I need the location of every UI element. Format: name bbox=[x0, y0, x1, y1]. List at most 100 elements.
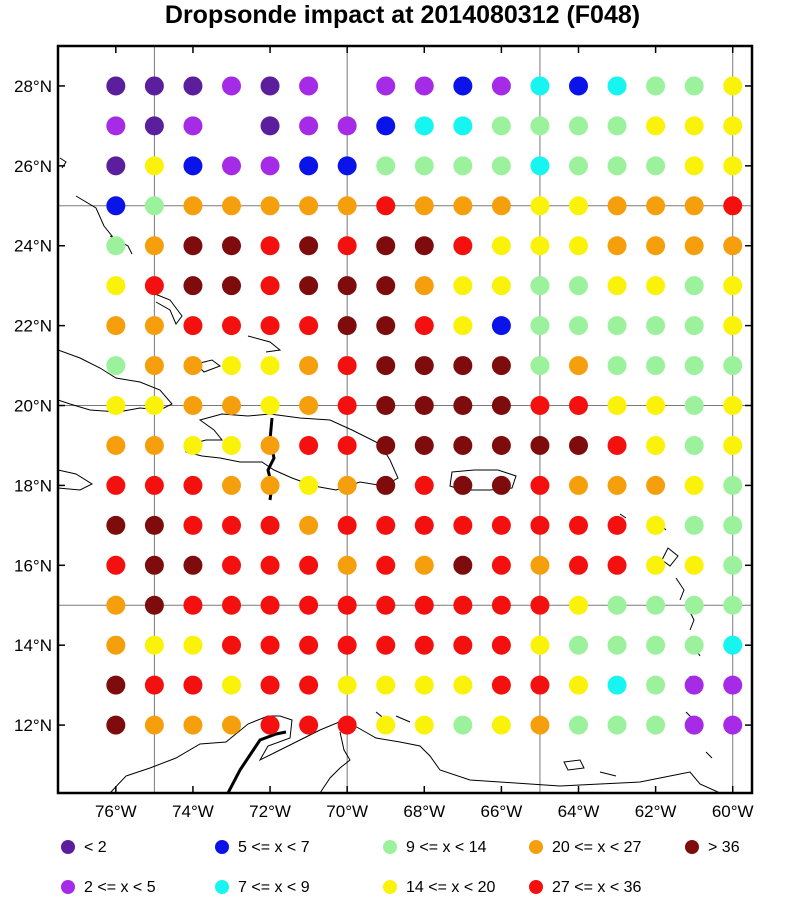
impact-point bbox=[414, 595, 434, 615]
impact-point bbox=[646, 316, 666, 336]
legend-swatch bbox=[529, 880, 543, 894]
impact-point bbox=[723, 356, 743, 376]
impact-point bbox=[607, 316, 627, 336]
impact-point bbox=[646, 236, 666, 256]
impact-point bbox=[723, 76, 743, 96]
impact-point bbox=[723, 316, 743, 336]
impact-point bbox=[337, 515, 357, 535]
impact-point bbox=[260, 356, 280, 376]
impact-point bbox=[723, 435, 743, 455]
impact-point bbox=[337, 635, 357, 655]
lon-tick-label: 76°W bbox=[95, 802, 137, 821]
impact-point bbox=[607, 236, 627, 256]
impact-point bbox=[607, 76, 627, 96]
impact-point bbox=[723, 675, 743, 695]
impact-point bbox=[414, 316, 434, 336]
impact-point bbox=[723, 196, 743, 216]
impact-point bbox=[569, 76, 588, 96]
impact-point bbox=[569, 316, 588, 336]
impact-point bbox=[144, 715, 164, 735]
impact-point bbox=[299, 156, 319, 176]
impact-point bbox=[569, 475, 588, 495]
impact-point bbox=[222, 316, 241, 336]
impact-point bbox=[414, 156, 434, 176]
impact-point bbox=[684, 356, 704, 376]
legend-label: 5 <= x < 7 bbox=[238, 839, 310, 856]
impact-point bbox=[491, 635, 511, 655]
impact-point bbox=[222, 595, 241, 615]
impact-point bbox=[607, 435, 627, 455]
impact-point bbox=[453, 475, 473, 495]
impact-point bbox=[337, 396, 357, 416]
impact-point bbox=[183, 475, 203, 495]
legend-swatch bbox=[383, 880, 397, 894]
impact-point bbox=[530, 396, 550, 416]
impact-point bbox=[569, 635, 588, 655]
impact-point bbox=[530, 475, 550, 495]
impact-point bbox=[453, 635, 473, 655]
impact-point bbox=[299, 196, 319, 216]
impact-point bbox=[183, 635, 203, 655]
dropsonde-impact-points bbox=[106, 76, 743, 735]
impact-point bbox=[684, 675, 704, 695]
impact-point bbox=[569, 515, 588, 535]
impact-point bbox=[414, 675, 434, 695]
impact-point bbox=[376, 316, 396, 336]
impact-point bbox=[183, 276, 203, 296]
impact-point bbox=[183, 156, 203, 176]
impact-point bbox=[646, 156, 666, 176]
legend-swatch bbox=[215, 840, 229, 854]
impact-point bbox=[530, 276, 550, 296]
impact-point bbox=[222, 356, 241, 376]
impact-point bbox=[530, 356, 550, 376]
impact-point bbox=[299, 475, 319, 495]
impact-point bbox=[646, 76, 666, 96]
impact-point bbox=[646, 356, 666, 376]
impact-point bbox=[684, 196, 704, 216]
impact-point bbox=[260, 555, 280, 575]
impact-point bbox=[646, 715, 666, 735]
impact-point bbox=[607, 635, 627, 655]
impact-point bbox=[260, 276, 280, 296]
impact-point bbox=[491, 555, 511, 575]
impact-point bbox=[106, 475, 126, 495]
impact-point bbox=[723, 236, 743, 256]
impact-point bbox=[607, 276, 627, 296]
impact-point bbox=[530, 196, 550, 216]
impact-point bbox=[414, 435, 434, 455]
impact-point bbox=[144, 475, 164, 495]
impact-point bbox=[260, 116, 280, 136]
impact-point bbox=[723, 555, 743, 575]
impact-point bbox=[569, 196, 588, 216]
impact-point bbox=[183, 316, 203, 336]
impact-point bbox=[376, 475, 396, 495]
impact-point bbox=[106, 595, 126, 615]
impact-point bbox=[106, 715, 126, 735]
impact-point bbox=[414, 715, 434, 735]
impact-point bbox=[723, 475, 743, 495]
impact-point bbox=[299, 555, 319, 575]
lon-tick-label: 62°W bbox=[635, 802, 677, 821]
impact-point bbox=[414, 356, 434, 376]
impact-point bbox=[569, 396, 588, 416]
impact-point bbox=[376, 715, 396, 735]
impact-point bbox=[684, 435, 704, 455]
impact-point bbox=[299, 116, 319, 136]
impact-point bbox=[491, 435, 511, 455]
impact-point bbox=[222, 475, 241, 495]
impact-point bbox=[491, 515, 511, 535]
impact-point bbox=[337, 435, 357, 455]
impact-point bbox=[723, 276, 743, 296]
impact-point bbox=[530, 76, 550, 96]
impact-point bbox=[453, 675, 473, 695]
lat-tick-label: 28°N bbox=[14, 77, 52, 96]
lon-tick-label: 68°W bbox=[403, 802, 445, 821]
impact-point bbox=[491, 356, 511, 376]
impact-point bbox=[260, 76, 280, 96]
impact-point bbox=[607, 116, 627, 136]
impact-point bbox=[491, 595, 511, 615]
impact-point bbox=[106, 435, 126, 455]
impact-point bbox=[684, 635, 704, 655]
impact-point bbox=[183, 675, 203, 695]
impact-point bbox=[337, 356, 357, 376]
